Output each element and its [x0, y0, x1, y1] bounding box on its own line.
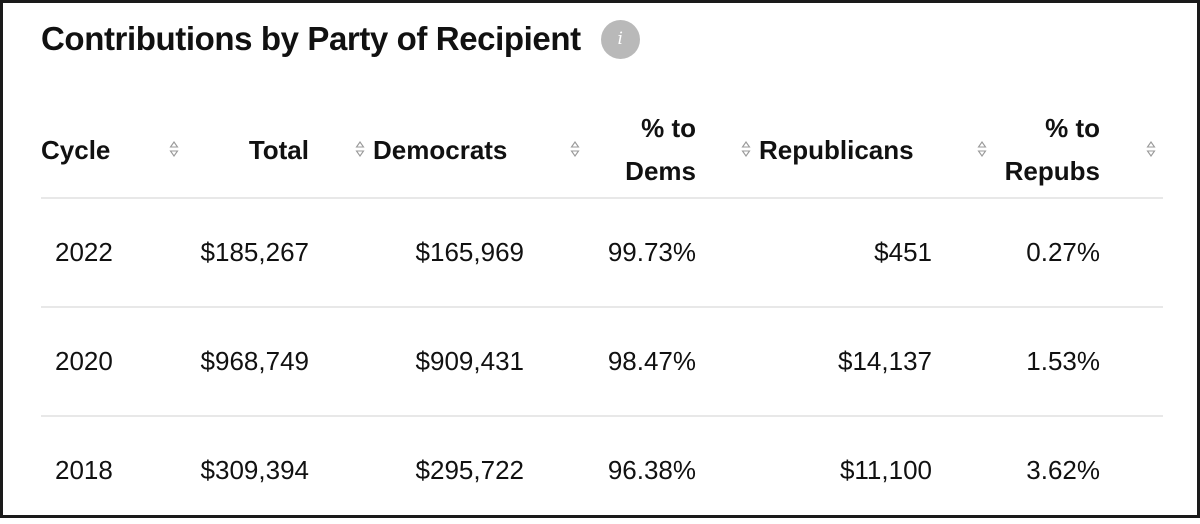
- column-header-democrats[interactable]: Democrats: [373, 103, 507, 197]
- column-header-cycle-label: Cycle: [41, 134, 111, 165]
- column-header-pct-dems[interactable]: % to Dems: [586, 103, 696, 197]
- cell-republicans: $14,137: [838, 346, 932, 376]
- column-header-cycle[interactable]: Cycle: [41, 103, 110, 197]
- cell-democrats: $909,431: [415, 346, 524, 376]
- cell-republicans: $451: [874, 237, 932, 267]
- cell-republicans: $11,100: [839, 455, 932, 485]
- cell-democrats: $295,722: [415, 455, 524, 485]
- column-header-pct-dems-label: % to Dems: [625, 107, 696, 193]
- column-header-pct-repubs[interactable]: % to Repubs: [981, 103, 1100, 197]
- cell-democrats: $165,969: [415, 237, 524, 267]
- column-header-pct-dems-line2: Dems: [625, 156, 696, 186]
- sort-arrows-icon[interactable]: [570, 140, 580, 158]
- cell-total: $185,267: [200, 237, 309, 267]
- info-icon[interactable]: i: [600, 19, 640, 59]
- column-header-total-label: Total: [248, 134, 309, 165]
- panel-title: Contributions by Party of Recipient: [41, 20, 581, 57]
- column-header-republicans[interactable]: Republicans: [759, 103, 914, 197]
- column-header-democrats-label: Democrats: [373, 134, 508, 165]
- title-row: Contributions by Party of Recipient i: [41, 17, 640, 61]
- table-header-row: Cycle Total Democrats %: [41, 103, 1163, 199]
- table-row: 2020 $968,749 $909,431 98.47% $14,137 1.…: [41, 308, 1163, 417]
- cell-pct-dems: 99.73%: [607, 237, 696, 267]
- cell-pct-repubs: 1.53%: [1026, 346, 1100, 376]
- sort-arrows-icon[interactable]: [977, 140, 987, 158]
- cell-cycle: 2022: [55, 237, 113, 267]
- cell-cycle: 2020: [55, 346, 113, 376]
- column-header-pct-repubs-label: % to Repubs: [1005, 107, 1100, 193]
- cell-total: $968,749: [200, 346, 309, 376]
- contributions-table: Cycle Total Democrats %: [41, 103, 1163, 524]
- column-header-pct-repubs-line2: Repubs: [1004, 156, 1100, 186]
- sort-arrows-icon[interactable]: [741, 140, 751, 158]
- column-header-pct-repubs-line1: % to: [1045, 113, 1100, 143]
- cell-pct-dems: 96.38%: [607, 455, 696, 485]
- info-icon-glyph: i: [617, 28, 623, 49]
- column-header-pct-dems-line1: % to: [641, 113, 696, 143]
- sort-arrows-icon[interactable]: [1146, 140, 1156, 158]
- sort-arrows-icon[interactable]: [355, 140, 365, 158]
- table-row: 2018 $309,394 $295,722 96.38% $11,100 3.…: [41, 417, 1163, 524]
- cell-total: $309,394: [200, 455, 309, 485]
- cell-pct-dems: 98.47%: [607, 346, 696, 376]
- cell-cycle: 2018: [55, 455, 113, 485]
- sort-arrows-icon[interactable]: [169, 140, 179, 158]
- cell-pct-repubs: 3.62%: [1026, 455, 1100, 485]
- table-row: 2022 $185,267 $165,969 99.73% $451 0.27%: [41, 199, 1163, 308]
- cell-pct-repubs: 0.27%: [1026, 237, 1100, 267]
- column-header-republicans-label: Republicans: [759, 134, 914, 165]
- column-header-total[interactable]: Total: [191, 103, 309, 197]
